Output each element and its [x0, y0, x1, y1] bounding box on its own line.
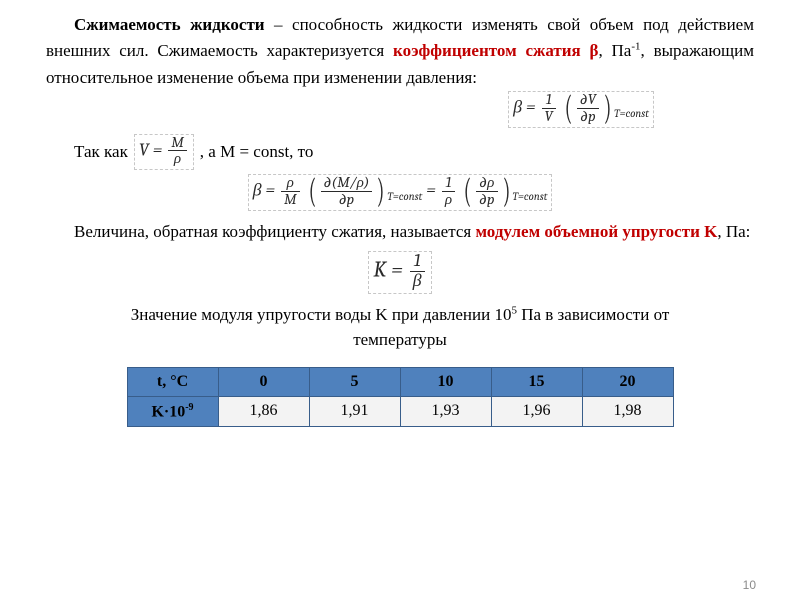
paragraph-2: Величина, обратная коэффициенту сжатия, …: [46, 219, 754, 245]
eq2-f1-den: M: [281, 192, 300, 208]
header-c3: 15: [491, 367, 582, 396]
modulus-table: t, °C 0 5 10 15 20 K·10-9 1,86 1,91 1,93…: [127, 367, 674, 427]
equation-3: K = 1 β: [368, 251, 431, 294]
l2-text-a: Так как: [46, 142, 128, 162]
equation-1-wrap: β = 1 V ( ∂V ∂p )T=const: [46, 91, 754, 128]
eq1-frac1: 1 V: [542, 92, 556, 125]
term-bulk-modulus: модулем объемной упругости K: [475, 222, 717, 241]
header-c1: 5: [309, 367, 400, 396]
eq3-num: 1: [410, 252, 425, 272]
eq1-f1-den: V: [542, 109, 556, 125]
row-label: K·10-9: [127, 396, 218, 426]
header-c2: 10: [400, 367, 491, 396]
eq2-pd1: ∂(M/ρ) ∂p: [321, 175, 373, 208]
equation-1: β = 1 V ( ∂V ∂p )T=const: [508, 91, 654, 128]
eq2-sub2: T=const: [513, 190, 548, 203]
l2-text-b: , а M = const, то: [200, 142, 314, 162]
eq-v-den: ρ: [168, 151, 187, 167]
eq2-f1: ρ M: [281, 175, 300, 208]
eq-v-lhs: V =: [139, 139, 166, 160]
eq2-pd2: ∂ρ ∂p: [476, 175, 498, 208]
eq3-den: β: [410, 272, 425, 291]
header-c4: 20: [582, 367, 673, 396]
term-compressibility: Сжимаемость жидкости: [74, 15, 265, 34]
table-data-row: K·10-9 1,86 1,91 1,93 1,96 1,98: [127, 396, 673, 426]
cell-3: 1,96: [491, 396, 582, 426]
header-label: t, °C: [127, 367, 218, 396]
equation-2: β = ρ M ( ∂(M/ρ) ∂p )T=const = 1 ρ ( ∂ρ …: [248, 174, 553, 211]
paragraph-1: Сжимаемость жидкости – способность жидко…: [46, 12, 754, 91]
eq3-frac: 1 β: [410, 252, 425, 291]
table-caption: Значение модуля упругости воды K при дав…: [86, 302, 714, 353]
eq-v-frac: M ρ: [168, 135, 187, 168]
equation-3-wrap: K = 1 β: [46, 251, 754, 294]
cell-0: 1,86: [218, 396, 309, 426]
eq2-beta: β =: [253, 179, 275, 200]
eq2-eqsign: =: [426, 179, 440, 200]
eq2-pd1-den: ∂p: [321, 192, 373, 208]
eq-v-def: V = M ρ: [134, 134, 194, 171]
row-label-text: K·10: [151, 403, 185, 420]
caption-a: Значение модуля упругости воды K при дав…: [131, 305, 512, 324]
p1-text-b: , Па: [598, 41, 631, 60]
p2-text-a: Величина, обратная коэффициенту сжатия, …: [74, 222, 475, 241]
eq2-sub1: T=const: [387, 190, 422, 203]
cell-2: 1,93: [400, 396, 491, 426]
eq1-pd-den: ∂p: [577, 109, 599, 125]
cell-4: 1,98: [582, 396, 673, 426]
term-beta-coefficient: коэффициентом сжатия β: [393, 41, 598, 60]
slide-page: Сжимаемость жидкости – способность жидко…: [0, 0, 800, 600]
cell-1: 1,91: [309, 396, 400, 426]
p1-sup: -1: [631, 41, 640, 53]
eq3-lhs: K =: [373, 256, 402, 282]
eq2-pd2-den: ∂p: [476, 192, 498, 208]
row-label-sup: -9: [185, 402, 193, 413]
eq2-f2: 1 ρ: [442, 175, 455, 208]
page-number: 10: [743, 578, 756, 592]
header-c0: 0: [218, 367, 309, 396]
eq2-f2-den: ρ: [442, 192, 455, 208]
eq1-sub: T=const: [614, 107, 649, 120]
equation-2-wrap: β = ρ M ( ∂(M/ρ) ∂p )T=const = 1 ρ ( ∂ρ …: [46, 174, 754, 211]
eq1-beta: β =: [513, 96, 535, 117]
table-header-row: t, °C 0 5 10 15 20: [127, 367, 673, 396]
line-inline-eq: Так как V = M ρ , а M = const, то: [46, 134, 754, 171]
eq1-pd: ∂V ∂p: [577, 92, 599, 125]
p2-text-b: , Па:: [717, 222, 750, 241]
